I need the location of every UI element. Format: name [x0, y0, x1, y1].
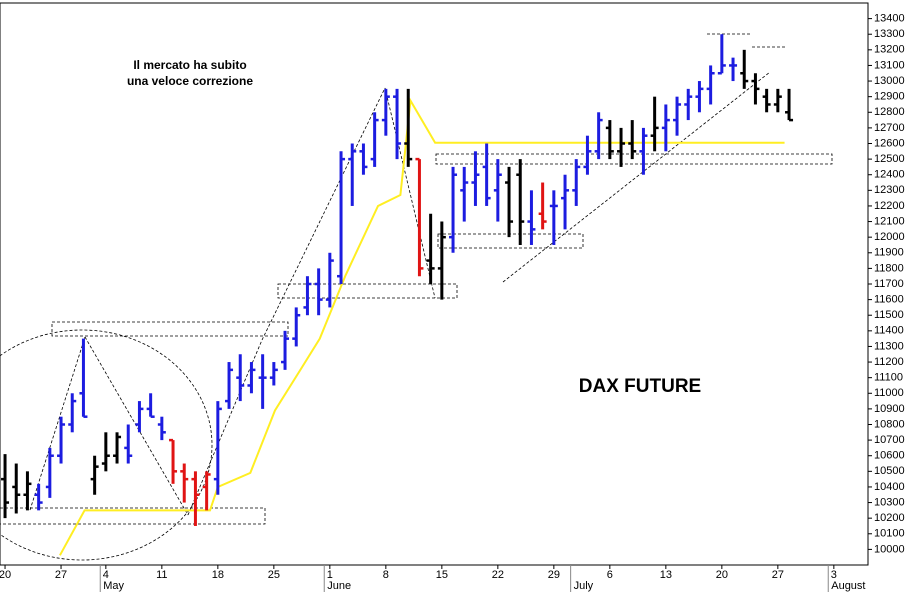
trendline [384, 87, 436, 299]
x-tick-label: 11 [156, 569, 167, 581]
x-tick-label: 18 [212, 569, 224, 581]
y-tick-label: 11800 [874, 262, 904, 274]
y-tick-label: 13100 [874, 59, 905, 71]
y-tick-label: 11500 [874, 309, 904, 321]
y-tick-label: 12200 [874, 200, 905, 212]
x-tick-label: 20 [0, 569, 11, 581]
x-tick-label: 15 [436, 569, 448, 581]
trendline [84, 336, 189, 516]
y-tick-label: 10200 [874, 512, 905, 524]
x-tick-label: 20 [716, 569, 728, 581]
x-tick-label: 27 [772, 569, 784, 581]
y-tick-label: 13400 [874, 13, 905, 25]
trendline [187, 339, 263, 516]
x-tick-label: 1 [327, 569, 333, 581]
x-tick-label: 29 [548, 569, 560, 581]
zone [435, 153, 833, 165]
y-tick-label: 12800 [874, 106, 905, 118]
x-tick-label: 27 [55, 569, 67, 581]
y-tick-label: 11100 [874, 372, 903, 384]
trendline [261, 87, 386, 341]
y-tick-label: 12300 [874, 184, 905, 196]
y-tick-label: 12100 [874, 215, 905, 227]
y-tick-label: 11400 [874, 325, 904, 337]
y-tick-label: 11000 [874, 387, 904, 399]
y-tick-label: 12400 [874, 169, 905, 181]
y-tick-label: 12600 [874, 137, 905, 149]
month-label: May [103, 580, 124, 592]
y-tick-label: 11700 [874, 278, 904, 290]
y-tick-label: 12500 [874, 153, 905, 165]
y-tick-label: 11600 [874, 294, 904, 306]
y-tick-label: 10500 [874, 465, 905, 477]
y-tick-label: 10700 [874, 434, 905, 446]
y-tick-label: 13300 [874, 28, 905, 40]
zone [0, 507, 266, 525]
circle [0, 329, 213, 561]
y-tick-label: 10300 [874, 496, 905, 508]
y-tick-label: 10400 [874, 481, 905, 493]
x-tick-label: 8 [383, 569, 389, 581]
x-tick-label: 25 [268, 569, 280, 581]
y-tick-label: 11300 [874, 340, 904, 352]
zone [277, 283, 458, 299]
y-tick-label: 10000 [874, 543, 905, 555]
trendline [29, 336, 86, 511]
trendline [502, 71, 771, 283]
y-tick-label: 13200 [874, 44, 905, 56]
month-label: June [327, 580, 351, 592]
y-tick-label: 10800 [874, 418, 905, 430]
y-tick-label: 10100 [874, 528, 905, 540]
x-tick-label: 13 [660, 569, 672, 581]
x-tick-label: 3 [831, 569, 837, 581]
y-tick-label: 11900 [874, 247, 904, 259]
y-tick-label: 11200 [874, 356, 904, 368]
y-tick-label: 12700 [874, 122, 905, 134]
y-tick-label: 13000 [874, 75, 905, 87]
month-label: July [574, 580, 594, 592]
x-tick-label: 4 [103, 569, 109, 581]
annotation: Il mercato ha subito [133, 58, 246, 72]
zone [51, 321, 289, 337]
x-tick-label: 22 [492, 569, 504, 581]
y-tick-label: 12900 [874, 91, 905, 103]
chart-title: DAX FUTURE [579, 376, 701, 397]
drawings [0, 33, 833, 561]
y-tick-label: 12000 [874, 231, 905, 243]
annotation: una veloce correzione [127, 74, 253, 88]
y-tick-label: 10900 [874, 403, 905, 415]
y-tick-label: 10600 [874, 450, 905, 462]
x-tick-label: 6 [607, 569, 613, 581]
month-label: August [831, 580, 865, 592]
